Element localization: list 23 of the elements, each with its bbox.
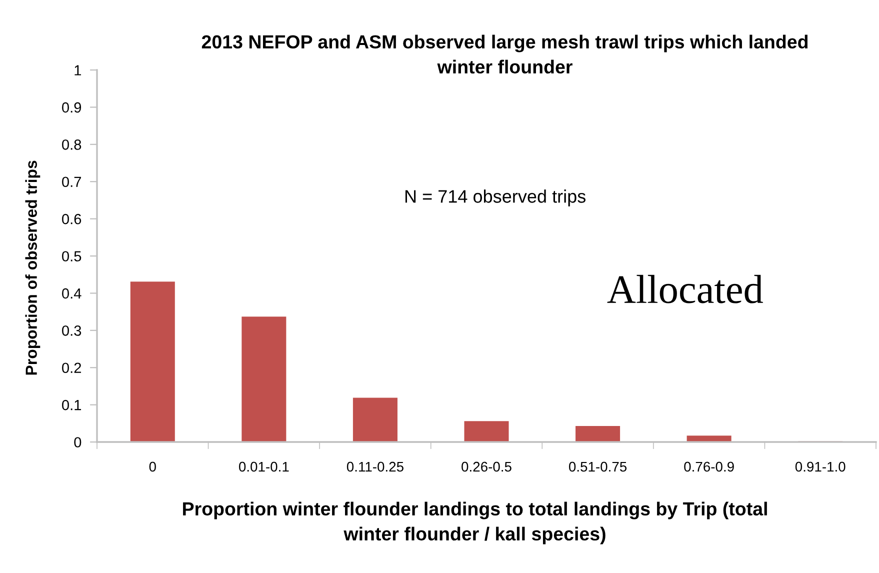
x-axis-title: Proportion winter flounder landings to total landings by Trip (total winter flounder / kall species): [183, 502, 767, 544]
y-tick-label: 0.4: [62, 288, 82, 299]
y-tick-label: 0.2: [62, 362, 81, 374]
y-tick-label: 0.8: [62, 140, 82, 150]
x-tick-label: 0.26-0.5: [462, 462, 512, 472]
chart-title: 2013 NEFOP and ASM observed large mesh trawl trips which landed winter flounder: [202, 34, 808, 74]
y-axis-title: Proportion of observed trips: [25, 160, 40, 375]
y-tick-label: 0.6: [62, 214, 82, 224]
x-tick-label: 0.11-0.25: [346, 462, 404, 472]
x-tick-label: 0.91-1.0: [795, 462, 846, 472]
x-tick-label: 0.51-0.75: [568, 462, 627, 472]
y-tick-label: 0.5: [62, 251, 82, 262]
x-tick-label: 0.76-0.9: [684, 462, 734, 472]
x-tick-label: 0.01-0.1: [238, 462, 289, 472]
annotation: Allocated: [607, 274, 763, 304]
x-tick-label: 0: [149, 462, 156, 472]
y-tick-label: 0.3: [62, 326, 82, 336]
y-tick-label: 0.1: [62, 400, 82, 410]
annotation: N = 714 observed trips: [405, 190, 586, 206]
y-tick-label: 0: [74, 437, 82, 448]
y-tick-label: 1: [74, 65, 82, 76]
y-tick-label: 0.7: [62, 176, 81, 188]
y-tick-label: 0.9: [62, 102, 82, 113]
